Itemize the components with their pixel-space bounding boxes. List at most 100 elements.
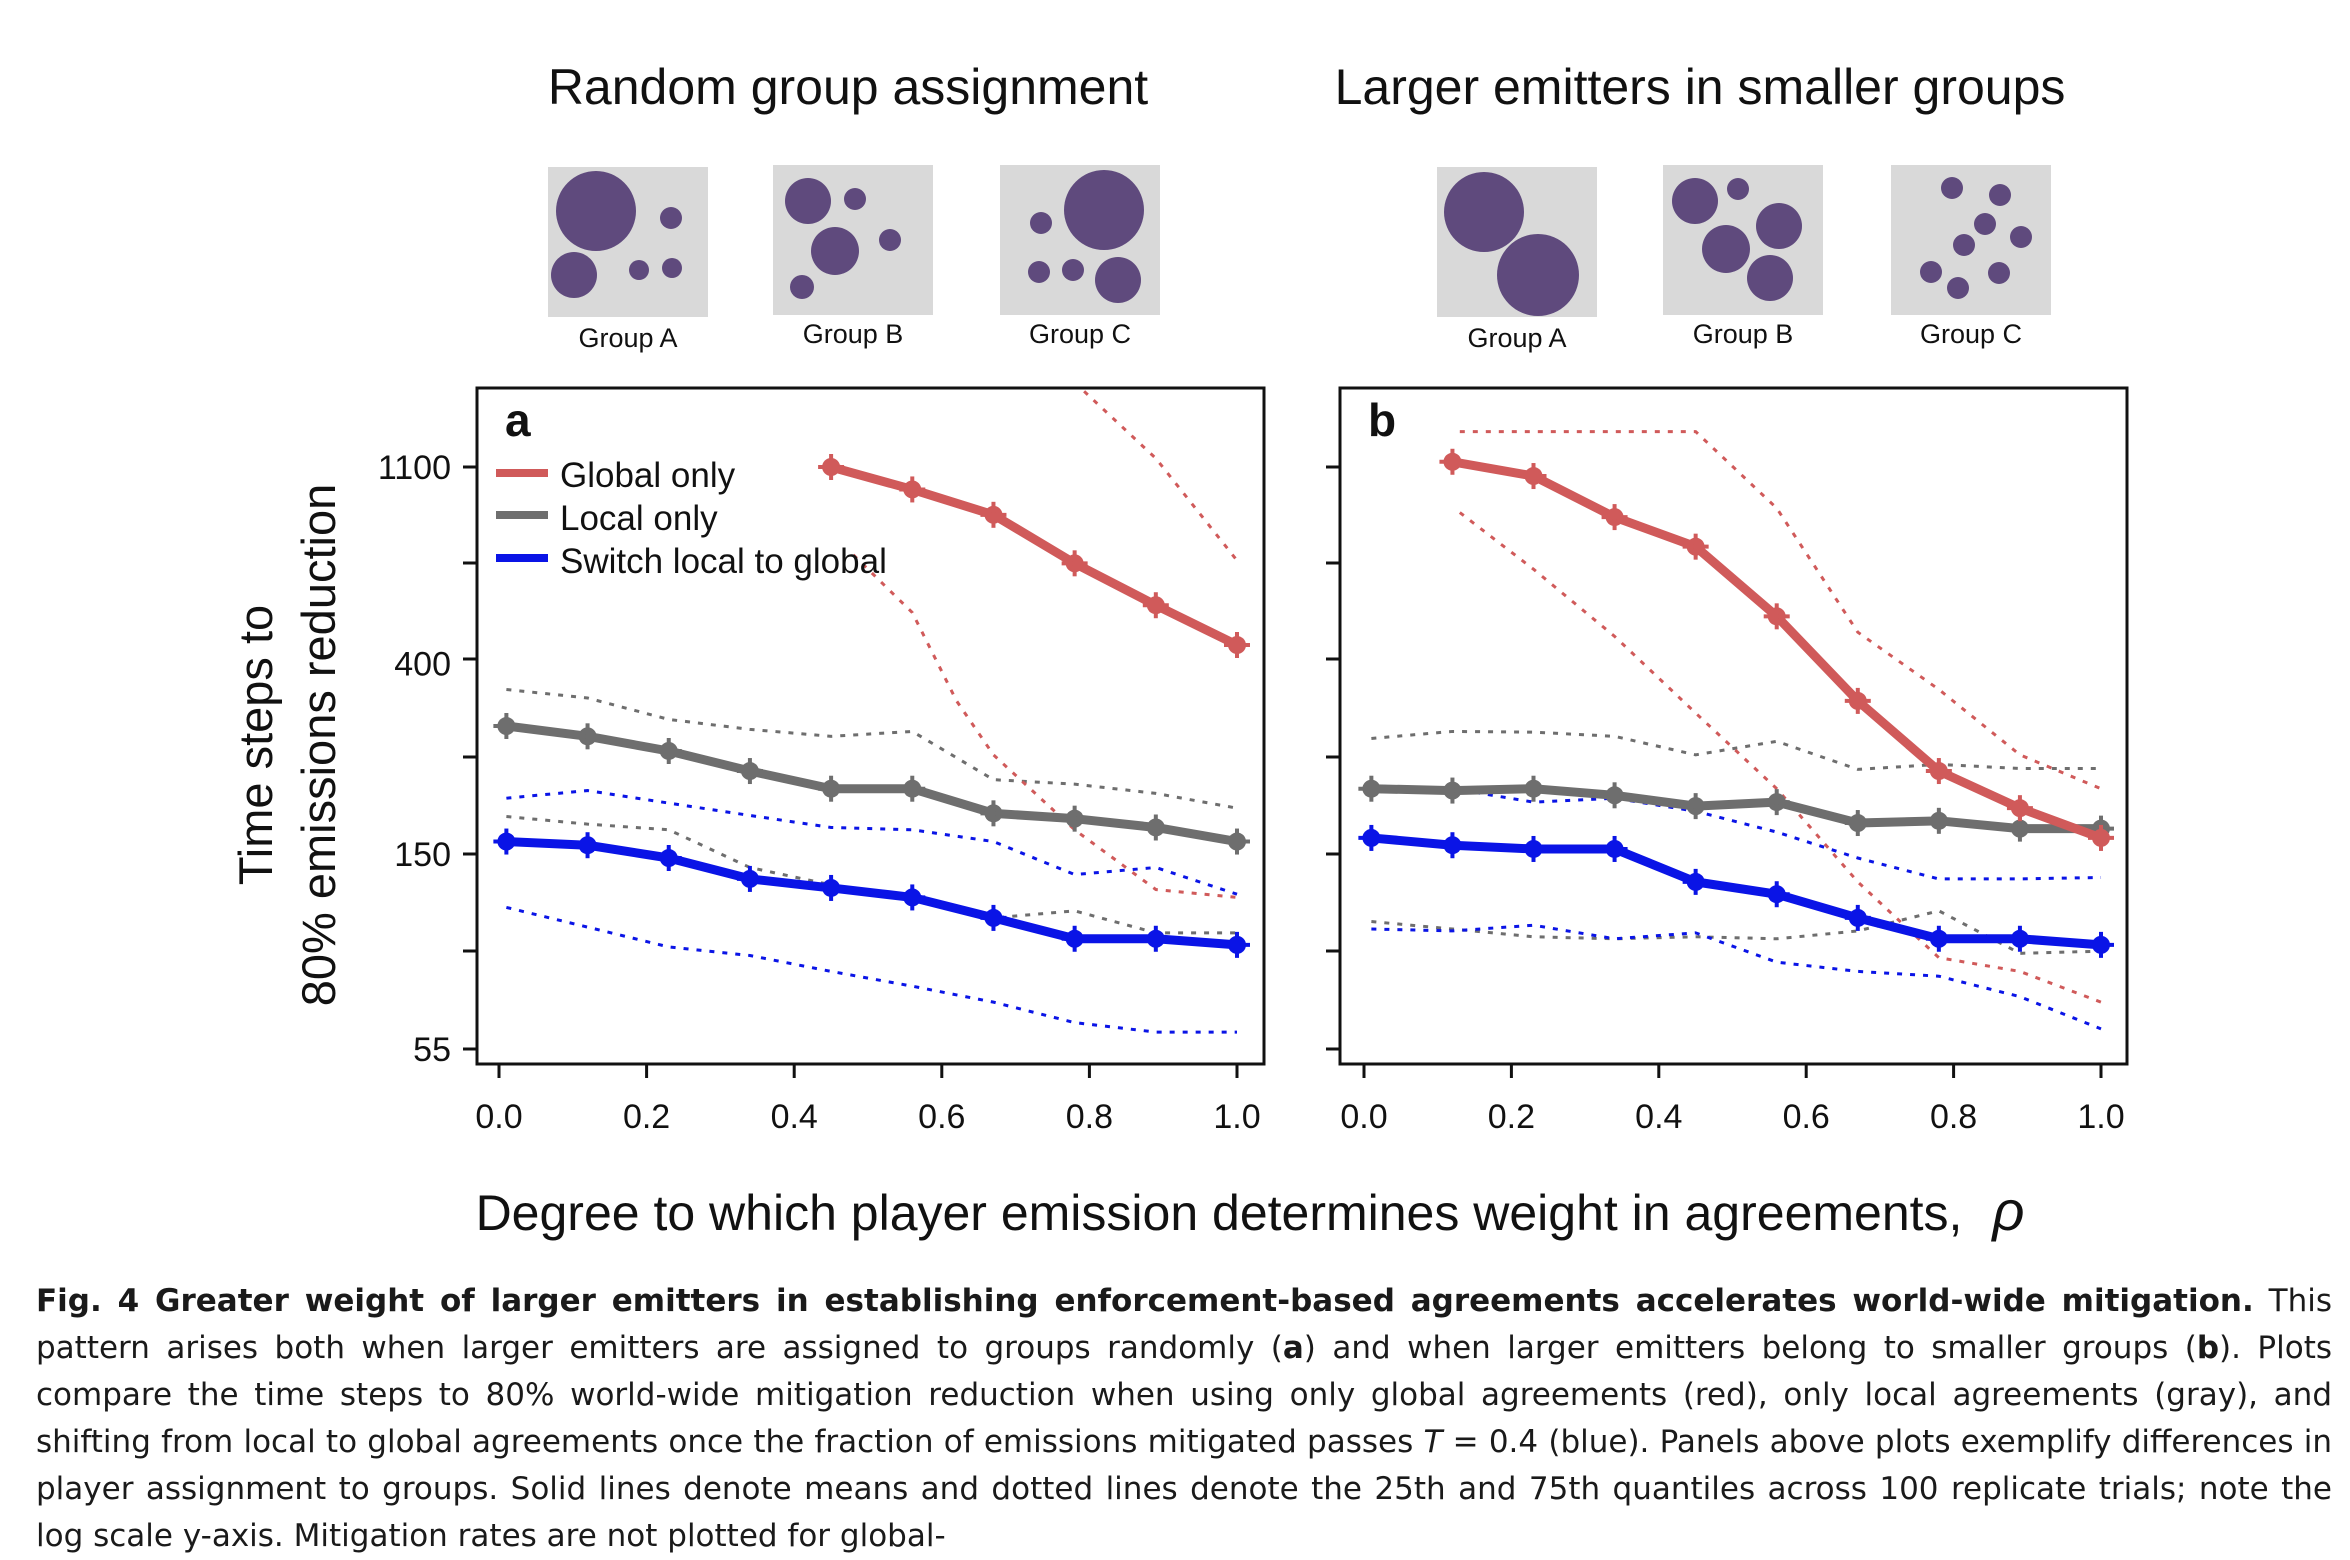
group-label: Group A <box>578 323 677 353</box>
panel-label: b <box>1368 394 1396 446</box>
emitter-circle <box>1672 178 1718 224</box>
data-point-global <box>1439 448 1466 475</box>
data-point-switch <box>493 828 520 855</box>
group-panel: Group C <box>1000 165 1160 349</box>
data-point-switch <box>1224 931 1250 958</box>
x-tick-label: 1.0 <box>2077 1098 2124 1136</box>
emitter-circle <box>1953 234 1975 256</box>
caption-title: Fig. 4 Greater weight of larger emitters… <box>36 1283 2254 1319</box>
data-point-global <box>1763 603 1790 630</box>
quantile-line-switch-q75 <box>506 789 1238 896</box>
quantile-line-global-q75 <box>1459 430 2102 791</box>
emitter-circle <box>1727 178 1749 200</box>
group-label: Group B <box>1693 319 1794 349</box>
data-point-local <box>1358 775 1385 802</box>
x-tick-label: 0.6 <box>918 1098 965 1136</box>
quantile-line-local-q25 <box>1371 909 2102 955</box>
emitter-circle <box>1064 170 1144 250</box>
plot-area <box>493 388 1250 1034</box>
emitter-circle <box>1497 234 1579 316</box>
data-point-switch <box>2006 925 2033 952</box>
emitter-circle <box>811 227 859 275</box>
data-point-switch <box>818 874 845 901</box>
emitter-circle <box>1747 255 1793 301</box>
data-point-switch <box>1142 925 1169 952</box>
data-point-switch <box>1520 835 1547 862</box>
plot-frame <box>1338 386 2129 1066</box>
emitter-circle <box>785 178 831 224</box>
group-panel: Group A <box>548 167 708 353</box>
emitter-circle <box>662 258 682 278</box>
emitter-circle <box>1095 257 1141 303</box>
group-label: Group B <box>803 319 904 349</box>
data-point-local <box>1224 828 1250 855</box>
panel-a: a 0.0 0.2 0.4 0.6 0.8 1.0 55 150 400 1100 <box>378 386 1266 1136</box>
data-point-local <box>818 775 845 802</box>
y-tick-label: 400 <box>394 646 451 684</box>
data-point-switch <box>1439 832 1466 859</box>
data-point-switch <box>980 904 1007 931</box>
data-point-switch <box>1601 835 1628 862</box>
emitter-circle <box>879 229 901 251</box>
emitter-circle <box>551 252 597 298</box>
y-tick-label: 1100 <box>378 449 451 487</box>
caption-t-symbol: T <box>1423 1424 1443 1460</box>
emitter-circle <box>1920 261 1942 283</box>
figure: Random group assignment Larger emitters … <box>229 59 2129 1242</box>
data-point-local <box>1061 805 1088 832</box>
caption-t-eq: = 0.4 <box>1442 1424 1539 1460</box>
emitter-circle <box>844 188 866 210</box>
group-panel: Group A <box>1437 167 1597 353</box>
group-label: Group C <box>1029 319 1131 349</box>
data-point-global <box>1682 533 1709 560</box>
emitter-circle <box>1702 225 1750 273</box>
left-title: Random group assignment <box>548 59 1148 115</box>
data-point-local <box>1520 775 1547 802</box>
data-point-local <box>980 800 1007 827</box>
data-point-switch <box>574 832 601 859</box>
data-point-switch <box>899 884 926 911</box>
data-point-switch <box>736 865 763 892</box>
data-point-global <box>1844 687 1871 714</box>
x-tick-label: 0.0 <box>1340 1098 1387 1136</box>
x-axis-rho: ρ <box>1990 1179 2024 1242</box>
emitter-circle <box>1989 184 2011 206</box>
data-point-global <box>1061 550 1088 577</box>
data-point-local <box>655 737 682 764</box>
emitter-circle <box>1030 212 1052 234</box>
quantile-line-global-q25 <box>852 553 1238 899</box>
data-point-local <box>574 723 601 750</box>
group-label: Group C <box>1920 319 2022 349</box>
data-point-global <box>1925 758 1952 785</box>
data-point-global <box>1142 592 1169 619</box>
quantile-line-local-q25 <box>506 815 1237 935</box>
emitter-circle <box>1444 172 1524 252</box>
x-tick-label: 0.2 <box>623 1098 670 1136</box>
legend-label-switch: Switch local to global <box>560 542 887 581</box>
panel-b: b 0.0 0.2 0.4 0.6 0.8 1.0 <box>1326 386 2129 1136</box>
data-point-switch <box>1763 881 1790 908</box>
x-tick-label: 1.0 <box>1213 1098 1260 1136</box>
emitter-circle <box>1756 203 1802 249</box>
x-tick-label: 0.4 <box>771 1098 818 1136</box>
emitter-circle <box>556 171 636 251</box>
quantile-line-global-q75 <box>1078 388 1239 562</box>
emitter-circle <box>1062 259 1084 281</box>
quantile-line-switch-q25 <box>1371 923 2102 1031</box>
data-point-global <box>1224 632 1250 659</box>
y-tick-label: 150 <box>394 836 451 874</box>
legend: Global only Local only Switch local to g… <box>496 456 887 581</box>
right-title: Larger emitters in smaller groups <box>1335 59 2066 115</box>
data-point-global <box>980 501 1007 528</box>
emitter-circle <box>1028 261 1050 283</box>
data-point-local <box>1844 810 1871 837</box>
emitter-circle <box>790 275 814 299</box>
group-panel: Group B <box>773 165 933 349</box>
group-panel: Group C <box>1891 165 2051 349</box>
mean-line-switch <box>1370 833 2102 950</box>
quantile-line-local-q75 <box>506 687 1238 810</box>
data-point-local <box>1763 789 1790 816</box>
mean-line-switch <box>506 837 1238 950</box>
x-axis-title: Degree to which player emission determin… <box>476 1179 2025 1242</box>
y-tick-label: 55 <box>413 1031 451 1069</box>
